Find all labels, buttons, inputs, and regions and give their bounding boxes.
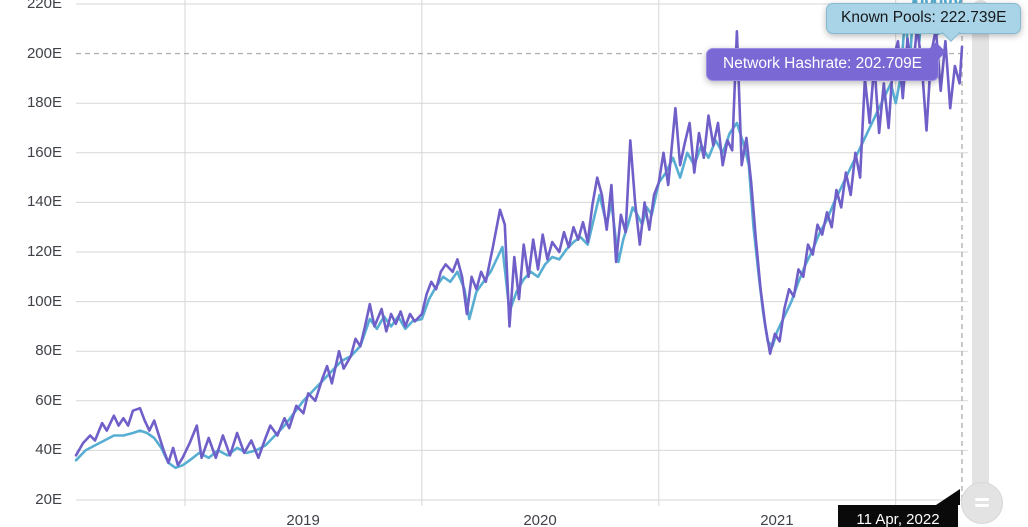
x-tick-label: 2020 (523, 512, 557, 527)
network-hashrate-tooltip-text: Network Hashrate: 202.709E (723, 55, 923, 72)
y-tick-label: 220E (26, 0, 62, 12)
grip-lines-icon (975, 498, 989, 501)
y-tick-label: 60E (35, 391, 62, 409)
y-tick-label: 140E (26, 193, 62, 211)
date-axis-tooltip: 11 Apr, 2022 (838, 505, 958, 527)
date-tooltip-text: 11 Apr, 2022 (856, 511, 940, 527)
y-tick-label: 200E (26, 44, 62, 62)
y-tick-label: 120E (26, 243, 62, 260)
vertical-scrollbar-track[interactable] (972, 0, 989, 502)
network-hashrate-tooltip: Network Hashrate: 202.709E (706, 42, 946, 81)
x-tick-label: 2019 (286, 512, 320, 527)
grip-lines-icon (975, 504, 989, 507)
x-tick-label: 2021 (760, 512, 794, 527)
known-pools-tooltip: Known Pools: 222.739E (826, 3, 1022, 42)
y-tick-label: 100E (26, 292, 62, 310)
known-pools-tooltip-text: Known Pools: 222.739E (841, 9, 1007, 26)
y-tick-label: 180E (26, 94, 62, 112)
y-tick-label: 160E (26, 143, 62, 161)
y-tick-label: 40E (35, 441, 62, 459)
series-network-hashrate[interactable] (74, 24, 964, 467)
y-tick-label: 20E (35, 491, 62, 508)
scrollbar-grip-handle[interactable] (961, 482, 1003, 524)
date-tooltip-arrow (936, 489, 960, 505)
y-tick-label: 80E (35, 342, 62, 360)
